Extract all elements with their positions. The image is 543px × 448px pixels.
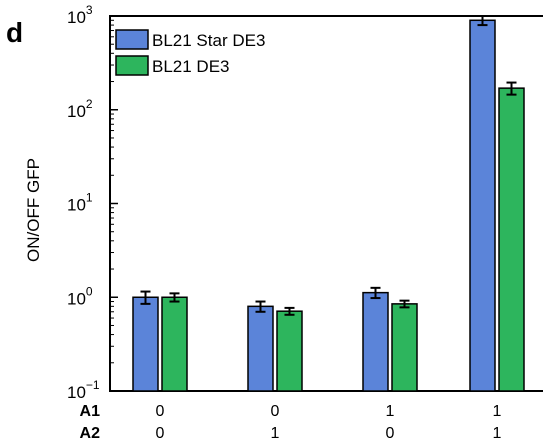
error-bar — [140, 290, 151, 305]
x-tick-label: 1 — [493, 425, 502, 442]
legend-label-1: BL21 Star DE3 — [152, 31, 265, 50]
bar-de3-3 — [391, 303, 418, 392]
bar-de3-1 — [161, 296, 188, 392]
x-tick-label: 0 — [386, 425, 395, 442]
error-bar — [370, 286, 381, 300]
x-tick-label: 1 — [386, 403, 395, 420]
bar-star-de3-1 — [132, 296, 159, 392]
error-bar — [477, 15, 488, 27]
error-bar — [255, 300, 266, 313]
panel-label: d — [6, 17, 23, 48]
error-bar — [399, 299, 410, 309]
x-row-label: A1 — [80, 403, 101, 420]
y-tick-label: 102 — [67, 97, 93, 121]
x-tick-label: 0 — [156, 425, 165, 442]
legend-swatch-2 — [115, 55, 149, 76]
bar-de3-4 — [498, 87, 525, 392]
bar-star-de3-2 — [247, 305, 274, 392]
bar-star-de3-3 — [362, 291, 389, 392]
error-bar — [506, 81, 517, 96]
x-row-label: A2 — [80, 425, 101, 442]
bars-layer — [132, 15, 525, 392]
x-tick-label: 1 — [493, 403, 502, 420]
x-tick-label: 0 — [271, 403, 280, 420]
bar-star-de3-4 — [469, 19, 496, 392]
bar-de3-2 — [276, 310, 303, 392]
y-tick-label: 10−1 — [67, 378, 100, 402]
y-tick-label: 103 — [67, 3, 93, 27]
legend-swatch-1 — [115, 29, 149, 50]
error-bar — [169, 292, 180, 303]
y-tick-label: 100 — [67, 284, 93, 308]
y-tick-label: 101 — [67, 191, 93, 215]
error-bar — [284, 306, 295, 316]
x-tick-label: 1 — [271, 425, 280, 442]
y-axis-label: ON/OFF GFP — [24, 158, 43, 262]
x-tick-label: 0 — [156, 403, 165, 420]
legend: BL21 Star DE3 BL21 DE3 — [115, 29, 265, 76]
y-axis: 103 102 101 100 10−1 — [67, 3, 543, 402]
legend-label-2: BL21 DE3 — [152, 57, 230, 76]
x-axis: A1 0 0 1 1 A2 0 1 0 1 — [80, 390, 543, 442]
